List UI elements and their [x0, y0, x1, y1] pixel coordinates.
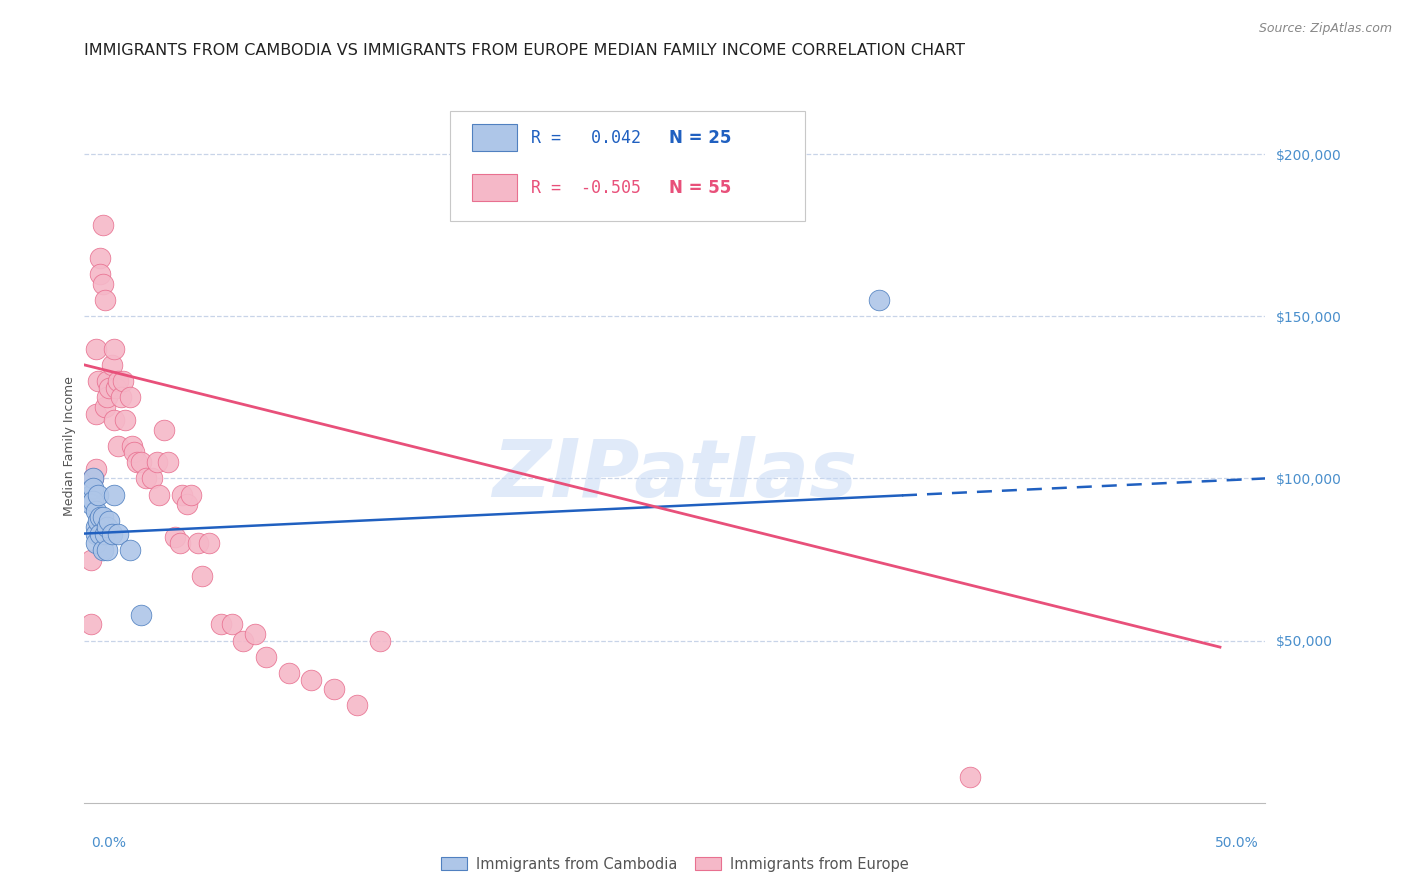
Point — [180, 488, 202, 502]
Point — [868, 293, 890, 307]
Point — [82, 471, 104, 485]
Point — [91, 277, 114, 291]
Point — [80, 488, 103, 502]
Point — [157, 455, 180, 469]
Point — [254, 649, 277, 664]
Point — [129, 455, 152, 469]
Point — [146, 455, 169, 469]
Point — [89, 267, 111, 281]
Point — [94, 400, 117, 414]
Point — [103, 413, 125, 427]
Point — [87, 374, 110, 388]
Point — [87, 488, 110, 502]
Y-axis label: Median Family Income: Median Family Income — [63, 376, 76, 516]
Point — [107, 374, 129, 388]
Point — [301, 673, 323, 687]
FancyBboxPatch shape — [472, 124, 516, 152]
Point — [91, 510, 114, 524]
Point — [191, 568, 214, 582]
Point — [165, 530, 187, 544]
Point — [100, 358, 122, 372]
Point — [96, 374, 118, 388]
Text: R =  -0.505: R = -0.505 — [531, 178, 641, 196]
Point — [100, 526, 122, 541]
Point — [209, 617, 232, 632]
Point — [111, 374, 134, 388]
Point — [107, 526, 129, 541]
Point — [91, 219, 114, 233]
Point — [84, 526, 107, 541]
Point — [82, 481, 104, 495]
Point — [89, 526, 111, 541]
Point — [110, 390, 132, 404]
FancyBboxPatch shape — [472, 174, 516, 202]
Point — [80, 552, 103, 566]
Point — [125, 455, 148, 469]
Point — [80, 497, 103, 511]
Point — [141, 471, 163, 485]
Point — [94, 293, 117, 307]
Point — [124, 445, 146, 459]
Point — [170, 488, 193, 502]
Text: N = 25: N = 25 — [669, 128, 731, 146]
Point — [89, 510, 111, 524]
Point — [198, 536, 221, 550]
Point — [121, 439, 143, 453]
Point — [84, 520, 107, 534]
Point — [82, 494, 104, 508]
Point — [129, 607, 152, 622]
Point — [148, 488, 170, 502]
Point — [84, 536, 107, 550]
Point — [221, 617, 243, 632]
Point — [114, 413, 136, 427]
Point — [96, 520, 118, 534]
Text: Source: ZipAtlas.com: Source: ZipAtlas.com — [1258, 22, 1392, 36]
Point — [91, 542, 114, 557]
Point — [176, 497, 198, 511]
Point — [118, 390, 141, 404]
Point — [243, 627, 266, 641]
Point — [103, 342, 125, 356]
Point — [169, 536, 191, 550]
Point — [98, 381, 121, 395]
Point — [89, 251, 111, 265]
Point — [135, 471, 157, 485]
Point — [80, 617, 103, 632]
FancyBboxPatch shape — [450, 111, 804, 221]
Text: 50.0%: 50.0% — [1215, 836, 1258, 850]
Point — [87, 514, 110, 528]
Point — [96, 542, 118, 557]
Point — [232, 633, 254, 648]
Point — [368, 633, 391, 648]
Point — [84, 407, 107, 421]
Point — [84, 342, 107, 356]
Point — [118, 542, 141, 557]
Point — [98, 514, 121, 528]
Point — [187, 536, 209, 550]
Point — [107, 439, 129, 453]
Point — [84, 461, 107, 475]
Point — [346, 698, 368, 713]
Text: IMMIGRANTS FROM CAMBODIA VS IMMIGRANTS FROM EUROPE MEDIAN FAMILY INCOME CORRELAT: IMMIGRANTS FROM CAMBODIA VS IMMIGRANTS F… — [84, 43, 966, 58]
Point — [959, 770, 981, 784]
Point — [82, 471, 104, 485]
Text: 0.0%: 0.0% — [91, 836, 127, 850]
Point — [277, 666, 299, 681]
Legend: Immigrants from Cambodia, Immigrants from Europe: Immigrants from Cambodia, Immigrants fro… — [436, 851, 914, 878]
Text: N = 55: N = 55 — [669, 178, 731, 196]
Point — [84, 504, 107, 518]
Point — [94, 526, 117, 541]
Text: ZIPatlas: ZIPatlas — [492, 435, 858, 514]
Point — [323, 682, 346, 697]
Point — [96, 390, 118, 404]
Point — [105, 381, 128, 395]
Point — [103, 488, 125, 502]
Text: R =   0.042: R = 0.042 — [531, 128, 641, 146]
Point — [153, 423, 176, 437]
